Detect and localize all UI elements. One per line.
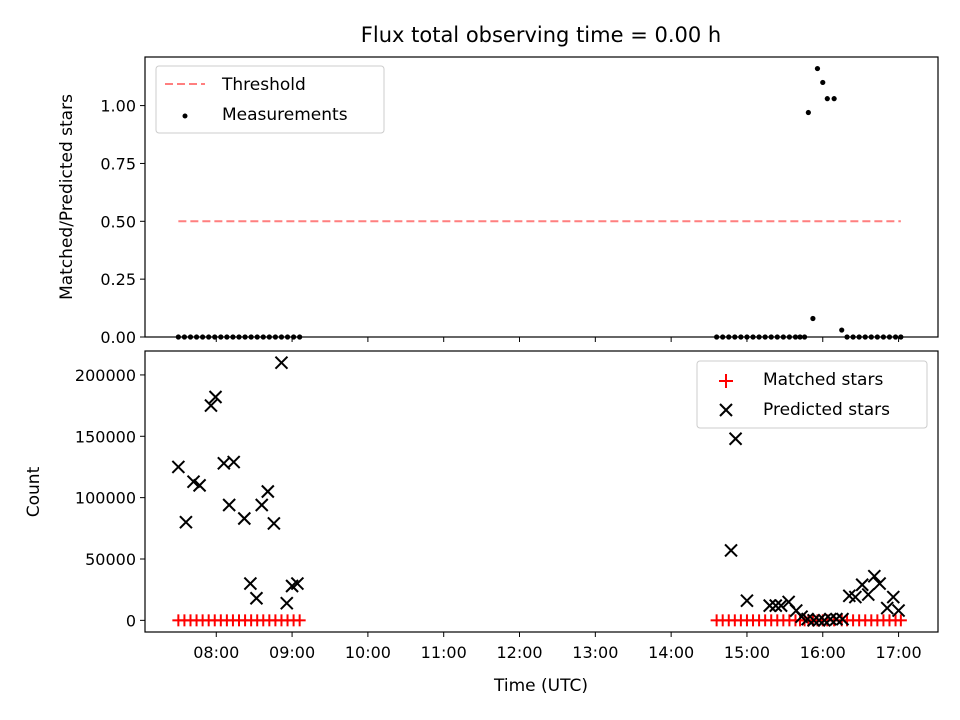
predicted-star-point (222, 498, 236, 512)
predicted-star-point (762, 598, 777, 613)
top-y-tick-label: 0.25 (100, 270, 136, 289)
predicted-star-point (740, 594, 754, 608)
predicted-star-point (208, 390, 223, 404)
bottom-y-tick-label: 0 (126, 611, 136, 630)
predicted-star-point (855, 578, 869, 592)
predicted-star-point (891, 603, 906, 618)
measurement-point (820, 79, 826, 86)
legend-threshold-label: Threshold (221, 75, 306, 95)
measurement-point (810, 315, 816, 322)
top-y-tick-label: 0.50 (100, 212, 136, 231)
matched-legend-swatch (719, 374, 733, 388)
bottom-y-axis-label: Count (24, 466, 44, 517)
predicted-star-point (274, 355, 289, 370)
top-legend: Threshold Measurements (155, 65, 385, 134)
chart-title: Flux total observing time = 0.00 h (361, 23, 721, 47)
top-plot-frame (144, 56, 939, 338)
legend-matched-label: Matched stars (763, 370, 883, 390)
predicted-star-point (290, 576, 305, 591)
predicted-star-point (880, 601, 894, 615)
x-tick-label: 09:00 (269, 643, 315, 662)
bottom-panel: 0 50000 100000 150000 200000 08:00 09:00 10:00 1… (24, 350, 939, 696)
bottom-y-tick-label: 150000 (75, 427, 136, 446)
bottom-plot-frame (144, 350, 939, 633)
predicted-star-point (280, 596, 294, 610)
predicted-star-point (835, 612, 850, 626)
bottom-legend-box (696, 360, 928, 429)
x-tick-label: 10:00 (345, 643, 391, 662)
x-tick-label: 15:00 (724, 643, 770, 662)
x-tick-label: 13:00 (572, 643, 618, 662)
matched-star-point (894, 614, 907, 627)
x-tick-label: 14:00 (648, 643, 694, 662)
predicted-legend-swatch (719, 403, 733, 417)
predicted-star-point (886, 590, 900, 604)
x-tick-label: 08:00 (193, 643, 239, 662)
legend-predicted-label: Predicted stars (763, 400, 890, 420)
predicted-star-point (179, 515, 193, 529)
measurement-point (824, 96, 830, 102)
top-y-tick-label: 0.75 (100, 154, 136, 173)
predicted-star-point (769, 598, 783, 613)
measurement-point (814, 65, 821, 72)
measurement-point (839, 327, 845, 333)
predicted-star-point (724, 543, 738, 558)
x-tick-label: 12:00 (496, 643, 542, 662)
x-tick-label: 11:00 (421, 643, 467, 662)
measurements-legend-swatch (182, 113, 188, 119)
top-panel: 0.00 0.25 0.50 0.75 1.00 Matched/Predicted s… (57, 56, 939, 347)
bottom-legend: Matched stars Predicted stars (696, 360, 928, 429)
predicted-star-point (823, 612, 838, 626)
top-y-tick-label: 1.00 (100, 97, 136, 116)
legend-measurements-label: Measurements (222, 105, 348, 125)
measurement-point (805, 109, 811, 116)
predicted-star-point (186, 474, 201, 489)
predicted-star-point (861, 587, 875, 602)
predicted-star-point (243, 576, 258, 591)
predicted-star-point (867, 569, 882, 583)
top-y-axis-label: Matched/Predicted stars (57, 94, 77, 300)
predicted-star-point (261, 484, 275, 499)
predicted-star-point (848, 590, 863, 604)
predicted-star-point (774, 598, 788, 613)
bottom-y-tick-label: 200000 (75, 366, 136, 385)
x-tick-label: 17:00 (876, 643, 922, 662)
bottom-y-tick-label: 50000 (85, 550, 136, 569)
predicted-star-point (872, 576, 887, 591)
top-y-tick-label: 0.00 (100, 328, 136, 347)
predicted-star-point (237, 511, 252, 526)
bottom-y-tick-label: 100000 (75, 489, 136, 508)
predicted-star-point (812, 613, 826, 628)
predicted-star-point (728, 432, 743, 446)
predicted-star-point (249, 591, 264, 605)
predicted-star-point (204, 398, 218, 413)
x-tick-label: 16:00 (800, 643, 846, 662)
predicted-star-point (226, 455, 241, 469)
predicted-star-point (806, 613, 821, 628)
predicted-star-point (192, 478, 207, 493)
matched-star-point (293, 614, 306, 627)
x-axis-label: Time (UTC) (493, 676, 588, 696)
predicted-star-point (255, 498, 269, 512)
predicted-star-point (267, 516, 281, 531)
predicted-star-point (829, 612, 844, 626)
top-legend-box (155, 65, 385, 134)
predicted-star-point (171, 460, 186, 474)
measurement-point (831, 96, 837, 102)
